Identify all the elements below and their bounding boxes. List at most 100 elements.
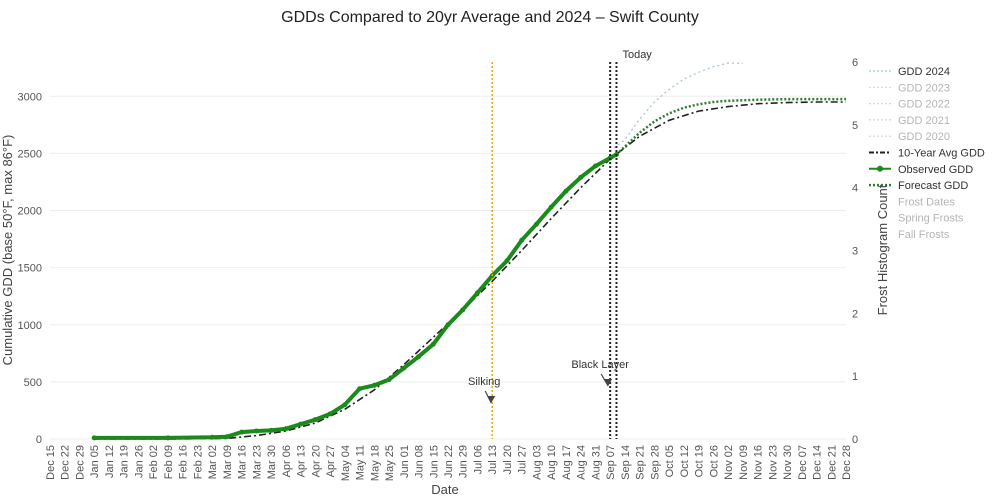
x-tick-label: May 04: [340, 445, 352, 481]
observed-gdd-point: [283, 426, 289, 432]
x-tick-label: Jun 01: [399, 445, 411, 478]
grid-lines: [50, 95, 846, 440]
legend-item-gdd-2021[interactable]: GDD 2021: [869, 115, 950, 127]
observed-gdd-point: [430, 341, 436, 347]
observed-gdd-point: [607, 155, 613, 161]
observed-gdd-point: [357, 386, 363, 392]
observed-gdd-point: [371, 382, 377, 388]
x-tick-label: Dec 22: [60, 445, 72, 480]
y-tick-label: 500: [24, 377, 42, 389]
legend-label: GDD 2021: [898, 115, 950, 127]
x-tick-label: Nov 16: [753, 445, 765, 480]
x-tick-label: Feb 09: [163, 445, 175, 479]
observed-gdd-point: [327, 411, 333, 417]
x-tick-label: Jan 12: [104, 445, 116, 478]
legend-item-10-year-avg-gdd[interactable]: 10-Year Avg GDD: [869, 148, 985, 160]
legend-label: Frost Dates: [898, 196, 955, 208]
observed-gdd-point: [209, 434, 215, 440]
legend-item-gdd-2023[interactable]: GDD 2023: [869, 82, 950, 94]
legend-item-gdd-2024[interactable]: GDD 2024: [869, 66, 950, 78]
x-tick-label: Aug 17: [561, 445, 573, 480]
series-10-year-avg-gdd-line: [94, 101, 846, 440]
x-tick-label: Dec 07: [797, 445, 809, 480]
legend-item-observed-gdd[interactable]: Observed GDD: [869, 164, 973, 176]
observed-gdd-point: [253, 428, 259, 434]
y2-tick-label: 3: [852, 246, 858, 258]
observed-gdd-point: [504, 258, 510, 264]
x-tick-label: Feb 23: [192, 445, 204, 479]
black-layer-label: Black Layer: [571, 359, 629, 371]
observed-gdd-point: [563, 188, 569, 194]
observed-gdd-point: [533, 221, 539, 227]
y2-tick-label: 2: [852, 308, 858, 320]
observed-gdd-point: [548, 204, 554, 210]
x-tick-label: Aug 31: [590, 445, 602, 480]
legend[interactable]: GDD 2024 GDD 2023 GDD 2022 GDD 2021 GDD 2020…: [869, 66, 985, 241]
x-tick-label: Aug 24: [576, 445, 588, 480]
x-tick-label: Jul 13: [487, 445, 499, 474]
x-tick-label: Jan 26: [133, 445, 145, 478]
series-forecast-gdd-line: [615, 97, 846, 156]
y-tick-label: 3000: [18, 91, 42, 103]
x-axis: Dec 15 Dec 22 Dec 29 Jan 05 Jan 12 Jan 19 Jan …: [45, 445, 853, 481]
x-tick-label: Aug 03: [531, 445, 543, 480]
x-tick-label: Feb 02: [148, 445, 160, 479]
x-tick-label: Mar 30: [266, 445, 278, 479]
legend-marker: [877, 165, 883, 172]
series-observed-gdd-line: [94, 152, 618, 440]
x-tick-label: Jul 20: [502, 445, 514, 474]
legend-item-gdd-2022[interactable]: GDD 2022: [869, 99, 950, 111]
legend-label: Spring Frosts: [898, 213, 964, 225]
observed-gdd-point: [416, 354, 422, 360]
legend-label: 10-Year Avg GDD: [898, 148, 985, 160]
x-tick-label: May 11: [355, 445, 367, 480]
x-tick-label: May 25: [384, 445, 396, 481]
legend-item-gdd-2020[interactable]: GDD 2020: [869, 131, 950, 143]
black-layer-arrowhead: [604, 379, 613, 386]
observed-gdd-point: [578, 174, 584, 180]
observed-gdd-point: [239, 429, 245, 435]
observed-gdd-point: [401, 365, 407, 371]
y-axis-title: Cumulative GDD (base 50°F, max 86°F): [0, 135, 15, 366]
legend-item-frost-dates[interactable]: Frost Dates: [898, 196, 955, 208]
legend-label: Forecast GDD: [898, 180, 968, 192]
observed-gdd-point: [386, 377, 392, 383]
x-tick-label: Apr 06: [281, 445, 293, 477]
x-tick-label: Jun 22: [443, 445, 455, 478]
y2-axis: 0 1 2 3 4 5 6: [852, 57, 858, 446]
x-tick-label: Apr 27: [325, 445, 337, 477]
series-gdd-2024-line: [609, 62, 743, 152]
legend-label: Fall Frosts: [898, 229, 950, 241]
y2-tick-label: 0: [852, 434, 858, 446]
x-tick-label: Dec 15: [45, 445, 57, 480]
x-tick-label: Jul 27: [517, 445, 529, 474]
x-tick-label: Sep 07: [605, 445, 617, 480]
series-layer: [91, 62, 846, 441]
x-tick-label: Dec 29: [74, 445, 86, 480]
silking-arrowhead: [487, 396, 496, 403]
legend-label: Observed GDD: [898, 164, 973, 176]
x-tick-label: Nov 30: [782, 445, 794, 480]
x-tick-label: Oct 05: [664, 445, 676, 477]
x-tick-label: Oct 19: [694, 445, 706, 477]
chart-title: GDDs Compared to 20yr Average and 2024 –…: [281, 9, 699, 26]
x-tick-label: Jun 15: [428, 445, 440, 478]
x-tick-label: Oct 12: [679, 445, 691, 477]
observed-gdd-point: [165, 435, 171, 441]
y-tick-label: 2500: [18, 148, 42, 160]
y-tick-label: 1000: [18, 320, 42, 332]
legend-label: GDD 2022: [898, 99, 950, 111]
observed-gdd-point: [519, 237, 525, 243]
black-layer-arrow: [600, 373, 609, 387]
y-axis: 0 500 1000 1500 2000 2500 3000: [18, 91, 42, 446]
x-tick-label: Dec 14: [812, 445, 824, 480]
x-tick-label: Aug 10: [546, 445, 558, 480]
legend-item-fall-frosts[interactable]: Fall Frosts: [898, 229, 950, 241]
legend-item-forecast-gdd[interactable]: Forecast GDD: [869, 180, 968, 192]
y-tick-label: 2000: [18, 206, 42, 218]
x-tick-label: Jun 08: [414, 445, 426, 478]
x-tick-label: Jul 06: [472, 445, 484, 474]
y2-tick-label: 1: [852, 371, 858, 383]
legend-item-spring-frosts[interactable]: Spring Frosts: [898, 213, 964, 225]
